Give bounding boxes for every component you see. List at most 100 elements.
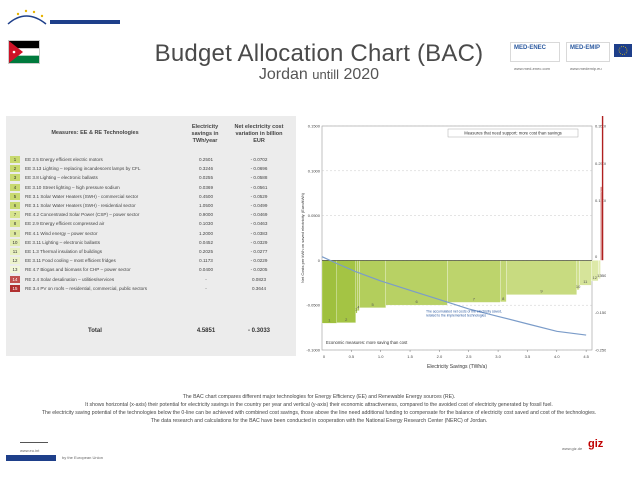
giz-logo: giz bbox=[588, 438, 604, 450]
row-technology: RE 4.7 Biogas and biomass for CHP – powe… bbox=[25, 267, 131, 273]
x-tick-label: 2.0 bbox=[437, 354, 443, 359]
table-row: 9 RE 4.1 Wind energy – power sector 1.2000… bbox=[8, 229, 294, 238]
row-savings: - bbox=[205, 276, 207, 282]
x-axis-label: Electricity Savings (TWh/a) bbox=[427, 364, 487, 370]
row-cost: 0.0823 bbox=[251, 276, 267, 282]
table-row: 4 EE 3.10 Street lighting – high pressure… bbox=[8, 183, 294, 192]
row-savings: 1.0500 bbox=[198, 203, 214, 208]
bar-label-7: 7 bbox=[473, 296, 476, 301]
bar-label-10: 10 bbox=[576, 284, 581, 289]
table-row: 8 EE 2.9 Energy efficient compressed air 0… bbox=[8, 219, 294, 228]
bar-6 bbox=[385, 260, 448, 306]
footer-line-3: The electricity saving potential of the … bbox=[41, 410, 597, 416]
row-cost: 0.3644 bbox=[251, 285, 267, 291]
row-number: 2 bbox=[10, 165, 20, 173]
y-left-tick-label: -0.0500 bbox=[306, 303, 320, 308]
footer-divider bbox=[20, 442, 48, 443]
plot-area bbox=[321, 125, 593, 351]
total-row: Total 4.5851 - 0.3033 bbox=[8, 325, 294, 337]
eu-bottom-flag-icon bbox=[6, 455, 56, 461]
bar-label-3: 3 bbox=[355, 307, 358, 312]
row-technology: EE 2.5 Energy efficient electric motors bbox=[25, 157, 103, 162]
row-number: 13 bbox=[10, 266, 20, 274]
bar-label-13: 13 bbox=[597, 273, 602, 278]
row-savings: 0.0452 bbox=[198, 239, 214, 245]
total-savings: 4.5851 bbox=[196, 328, 216, 334]
table-row: 13 RE 4.7 Biogas and biomass for CHP – po… bbox=[8, 265, 294, 274]
table-row: 6 RE 3.1 Solar Water Heaters (SWH) - resi… bbox=[8, 201, 294, 210]
y-left-tick-label: 0.1000 bbox=[308, 168, 321, 173]
giz-url: www.giz.de bbox=[562, 446, 583, 451]
med-enec-label: MED-ENEC bbox=[514, 45, 547, 51]
page-subtitle: Jordan untill 2020 bbox=[0, 66, 638, 84]
row-technology: EE 3.13 Lighting – replacing incandescen… bbox=[25, 166, 141, 172]
row-savings: 0.2025 bbox=[198, 249, 214, 254]
med-enec-url: www.med-enec.com bbox=[514, 66, 551, 71]
support-annotation-box bbox=[447, 128, 579, 138]
bar-15 bbox=[601, 116, 604, 261]
row-technology: RE 4.1 Wind energy – power sector bbox=[25, 230, 98, 236]
row-number: 1 bbox=[10, 156, 20, 163]
header-savings: Electricity savings in TWh/year bbox=[191, 124, 219, 144]
row-technology: RE 3.1 Solar Water Heaters (SWH) - comme… bbox=[25, 193, 139, 199]
med-emip-label: MED-EMIP bbox=[570, 45, 600, 51]
x-tick-label-origin: 0 bbox=[323, 354, 326, 359]
row-number: 10 bbox=[10, 238, 20, 246]
x-tick-label: 0.5 bbox=[349, 354, 355, 359]
x-tick-label: 1.5 bbox=[407, 354, 413, 359]
row-cost: - 0.0383 bbox=[250, 230, 268, 236]
subtitle-country: Jordan bbox=[258, 66, 308, 83]
y-left-axis-label: Net Costs per kWh on saved electricity (… bbox=[300, 192, 305, 283]
row-savings: 0.9000 bbox=[198, 212, 214, 218]
table-row: 11 EE 1.3 Thermal insulation of buildings… bbox=[8, 247, 294, 256]
x-tick-label: 3.5 bbox=[525, 354, 531, 359]
y-right-tick-label: 0 bbox=[595, 254, 598, 259]
row-savings: 0.3246 bbox=[198, 166, 214, 172]
row-savings: 0.0255 bbox=[198, 175, 214, 181]
row-technology: RE 2.4 Solar desalination – utilities/se… bbox=[25, 276, 115, 282]
bar-5 bbox=[359, 260, 386, 308]
total-cost: - 0.3033 bbox=[247, 328, 271, 334]
bar-1 bbox=[321, 260, 337, 324]
table-row: 5 RE 3.1 Solar Water Heaters (SWH) - comm… bbox=[8, 192, 294, 201]
row-cost: - 0.0469 bbox=[250, 212, 268, 218]
med-emip-url: www.medemip.eu bbox=[570, 66, 602, 71]
row-technology: RE 3.4 PV on roofs – residential, commer… bbox=[25, 285, 148, 291]
row-technology: EE 3.11 Food cooling – most efficient fr… bbox=[25, 258, 116, 264]
row-savings: - bbox=[205, 285, 207, 291]
med-enec-logo: MED-ENEC bbox=[510, 42, 560, 62]
x-tick-label: 4.0 bbox=[554, 354, 560, 359]
subtitle-until: untill bbox=[312, 67, 340, 82]
bar-14 bbox=[600, 186, 602, 261]
header-cost: Net electricity cost variation in billio… bbox=[234, 124, 284, 144]
bar-label-9: 9 bbox=[540, 289, 543, 294]
subtitle-year: 2020 bbox=[343, 66, 380, 83]
row-cost: - 0.0205 bbox=[250, 267, 268, 273]
row-savings: 0.2501 bbox=[198, 157, 214, 162]
row-savings: 0.1173 bbox=[199, 258, 213, 264]
row-cost: - 0.0277 bbox=[250, 249, 268, 254]
table-row: 12 EE 3.11 Food cooling – most efficient … bbox=[8, 256, 294, 265]
row-cost: - 0.0696 bbox=[250, 166, 268, 172]
row-savings: 0.0400 bbox=[198, 267, 214, 273]
row-number: 5 bbox=[10, 192, 20, 200]
x-tick-label: 3.0 bbox=[495, 354, 501, 359]
row-cost: - 0.0529 bbox=[250, 193, 268, 199]
row-cost: - 0.0588 bbox=[250, 175, 268, 181]
row-technology: RE 3.1 Solar Water Heaters (SWH) - resid… bbox=[25, 203, 136, 208]
bar-label-11: 11 bbox=[583, 279, 588, 284]
row-savings: 0.4500 bbox=[198, 193, 214, 199]
y-right-tick-label: 0.2500 bbox=[595, 161, 606, 166]
bar-label-2: 2 bbox=[345, 317, 348, 322]
table-row: 7 RE 4.2 Concentrated Solar Power (CSP) –… bbox=[8, 210, 294, 219]
jordan-flag-icon bbox=[8, 40, 40, 64]
bar-label-4: 4 bbox=[357, 305, 360, 310]
y-right-tick-label: -0.2500 bbox=[595, 348, 606, 353]
row-technology: EE 1.3 Thermal insulation of buildings bbox=[25, 249, 103, 254]
footer-left-url: www.eu.int bbox=[20, 448, 40, 453]
row-cost: - 0.0229 bbox=[250, 258, 268, 264]
bar-label-5: 5 bbox=[371, 302, 374, 307]
med-emip-logo: MED-EMIP bbox=[566, 42, 610, 62]
bar-9 bbox=[506, 260, 577, 295]
y-left-tick-label: -0.1000 bbox=[306, 348, 320, 353]
